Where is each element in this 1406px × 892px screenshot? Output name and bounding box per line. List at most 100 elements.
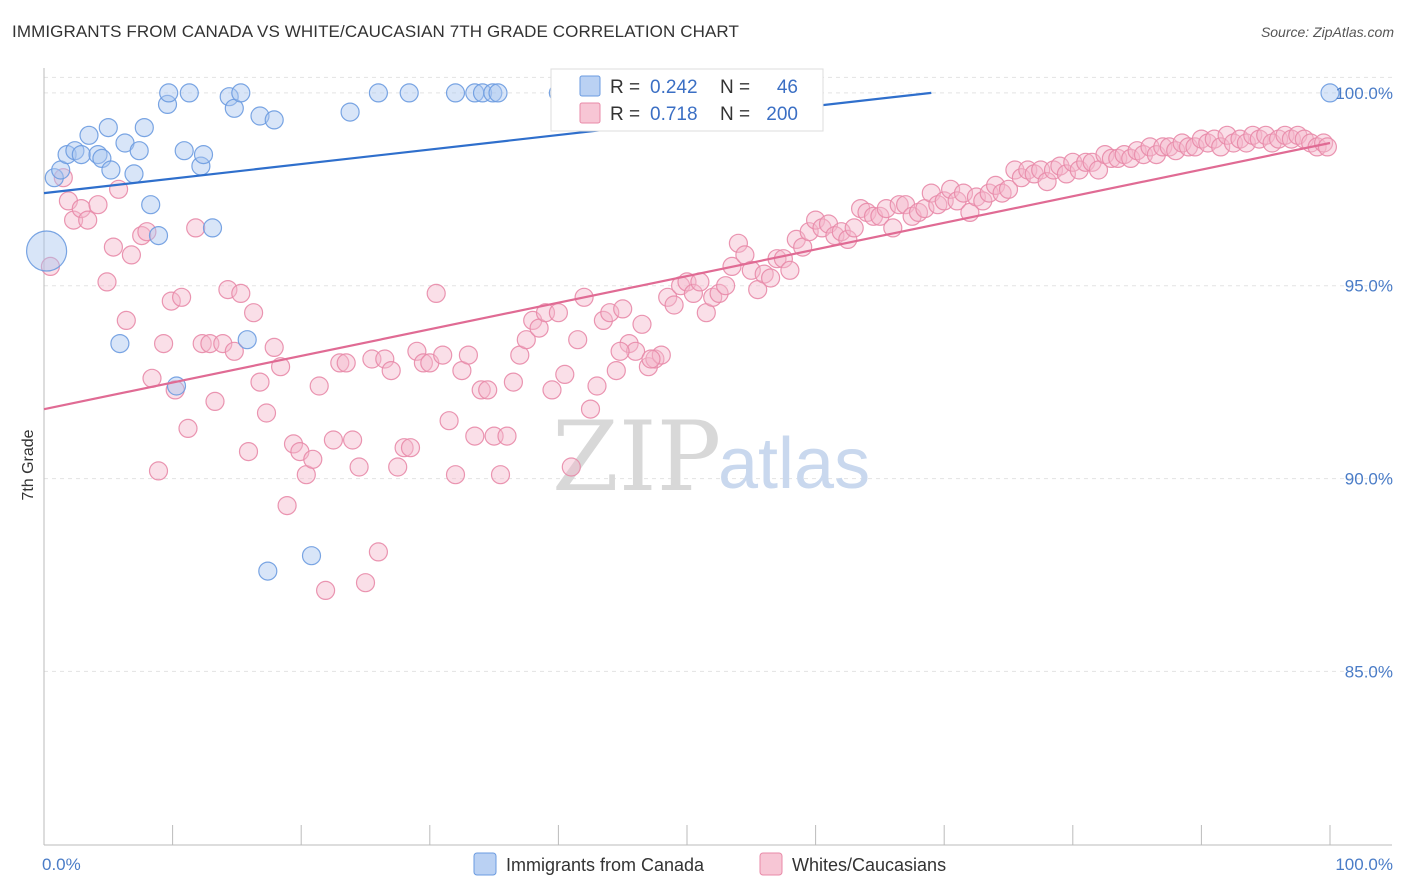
legend-n-label-canada: N = xyxy=(720,77,750,98)
point-s1-80 xyxy=(568,330,588,350)
trend-lines xyxy=(43,91,1331,411)
point-s1-50 xyxy=(375,349,395,369)
point-s0-15 xyxy=(141,195,161,215)
point-s0-34 xyxy=(472,83,493,103)
point-s1-54 xyxy=(400,438,421,458)
point-s0-20 xyxy=(179,83,199,103)
y-tick-label-0: 85.0% xyxy=(1345,662,1393,681)
point-s1-102 xyxy=(709,283,729,303)
point-s1-31 xyxy=(250,372,270,392)
point-s1-180 xyxy=(1211,137,1231,157)
point-s1-47 xyxy=(355,573,376,593)
chart-title: IMMIGRANTS FROM CANADA VS WHITE/CAUCASIA… xyxy=(12,22,739,41)
point-s1-53 xyxy=(394,438,414,458)
point-s1-166 xyxy=(1121,148,1141,168)
point-s0-9 xyxy=(98,117,118,138)
point-s1-156 xyxy=(1056,164,1077,184)
point-s0-30 xyxy=(368,83,388,103)
point-s1-33 xyxy=(264,337,284,357)
point-s0-18 xyxy=(159,83,179,103)
point-s1-79 xyxy=(561,457,581,477)
point-s1-27 xyxy=(224,341,244,361)
point-s1-8 xyxy=(103,237,124,257)
point-s1-147 xyxy=(998,179,1019,199)
watermark-zip: ZIP xyxy=(552,401,721,513)
point-s1-123 xyxy=(844,218,864,238)
point-s0-5 xyxy=(71,145,91,165)
source-label: Source: ZipAtlas.com xyxy=(1260,24,1394,40)
point-s1-42 xyxy=(323,430,343,450)
point-s1-59 xyxy=(433,345,453,365)
point-s1-127 xyxy=(870,206,890,226)
point-s1-95 xyxy=(664,295,684,315)
point-s1-39 xyxy=(303,449,323,469)
point-s1-7 xyxy=(97,272,117,292)
point-s0-0 xyxy=(25,230,68,272)
point-s0-24 xyxy=(219,87,239,107)
point-s1-28 xyxy=(231,283,251,303)
point-s1-40 xyxy=(309,376,329,396)
point-s0-14 xyxy=(134,117,154,138)
point-s1-29 xyxy=(238,442,259,462)
point-s1-19 xyxy=(172,287,192,307)
axes xyxy=(43,68,1392,846)
point-s1-199 xyxy=(641,349,661,369)
point-s0-35 xyxy=(483,83,503,103)
point-s1-105 xyxy=(728,233,749,253)
point-s1-13 xyxy=(137,222,157,242)
point-s1-45 xyxy=(343,430,363,450)
point-s1-63 xyxy=(458,345,478,365)
stats-legend: R = 0.242 N = 46 R = 0.718 N = 200 xyxy=(550,68,824,132)
point-s1-16 xyxy=(154,334,174,354)
point-s1-139 xyxy=(947,191,967,211)
point-s1-68 xyxy=(490,465,511,485)
point-s1-197 xyxy=(1317,137,1338,157)
point-s0-41 xyxy=(237,330,257,350)
point-s1-15 xyxy=(148,461,169,481)
point-s0-27 xyxy=(250,106,270,126)
grid-lines xyxy=(44,76,1392,672)
point-s1-20 xyxy=(178,418,198,438)
point-s1-179 xyxy=(1204,129,1224,149)
y-tick-label-1: 90.0% xyxy=(1345,470,1393,489)
y-tick-label-2: 95.0% xyxy=(1345,277,1393,296)
point-s1-66 xyxy=(478,380,498,400)
point-s0-12 xyxy=(124,164,144,184)
x-tick-labels: 0.0% 100.0% xyxy=(42,855,1393,874)
point-s1-93 xyxy=(651,345,671,365)
point-s0-39 xyxy=(110,334,130,354)
point-s1-10 xyxy=(116,310,136,330)
point-s1-55 xyxy=(407,341,427,361)
point-s1-43 xyxy=(330,353,350,373)
point-s1-35 xyxy=(277,496,297,516)
series-legend-label-whites: Whites/Caucasians xyxy=(792,855,946,875)
point-s1-61 xyxy=(445,465,466,485)
point-s1-78 xyxy=(555,364,575,384)
legend-n-value-whites: 200 xyxy=(766,104,798,125)
series-legend: Immigrants from Canada Whites/Caucasians xyxy=(473,852,946,876)
point-s1-82 xyxy=(580,399,601,419)
point-s0-42 xyxy=(258,561,278,581)
point-s1-52 xyxy=(388,457,408,477)
point-s0-10 xyxy=(101,160,121,180)
point-s1-58 xyxy=(426,283,446,303)
point-s1-83 xyxy=(587,376,607,396)
point-s1-153 xyxy=(1037,172,1057,192)
point-s1-113 xyxy=(780,260,800,280)
point-s1-163 xyxy=(1101,148,1122,168)
point-s1-77 xyxy=(548,303,569,323)
point-s1-94 xyxy=(658,287,678,307)
point-s1-6 xyxy=(88,195,108,215)
point-s1-116 xyxy=(799,222,819,242)
series-legend-swatch-canada xyxy=(473,852,497,876)
legend-r-label-canada: R = xyxy=(610,77,640,98)
point-s1-69 xyxy=(497,426,517,446)
point-s1-110 xyxy=(760,268,781,288)
series-legend-swatch-whites xyxy=(759,852,783,876)
legend-n-value-canada: 46 xyxy=(777,77,798,98)
y-tick-label-3: 100.0% xyxy=(1335,84,1393,103)
point-s0-22 xyxy=(193,145,214,165)
point-s0-23 xyxy=(202,218,223,238)
legend-r-label-whites: R = xyxy=(610,104,640,125)
point-s0-16 xyxy=(148,226,169,246)
